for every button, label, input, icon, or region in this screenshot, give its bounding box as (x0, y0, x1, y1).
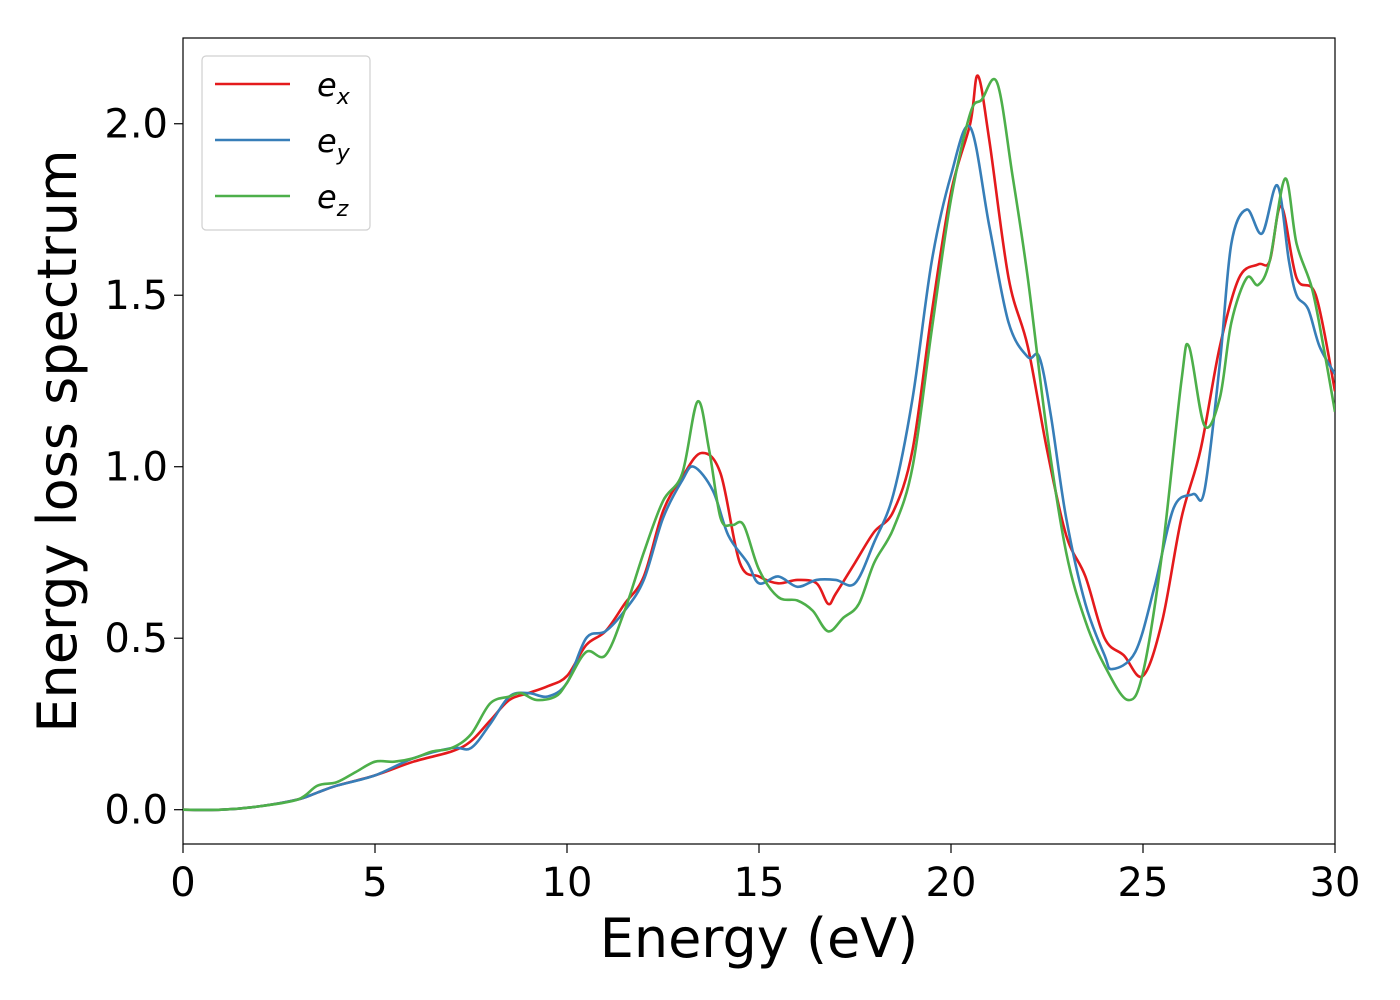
legend-label-ex: ex (317, 66, 351, 110)
x-tick-label: 30 (1310, 860, 1361, 906)
x-tick-label: 0 (170, 860, 195, 906)
y-tick-label: 1.0 (104, 445, 168, 491)
x-tick-label: 15 (734, 860, 785, 906)
y-tick-label: 0.5 (104, 616, 168, 662)
y-tick-label: 2.0 (104, 102, 168, 148)
legend-label-ey: ey (317, 122, 351, 166)
plot-area (182, 37, 1336, 845)
x-tick-label: 5 (362, 860, 387, 906)
y-axis-title: Energy loss spectrum (26, 149, 89, 732)
x-tick-label: 25 (1118, 860, 1169, 906)
series-line-ez (183, 77, 1335, 812)
series-line-ex (183, 74, 1335, 812)
x-axis-title: Energy (eV) (600, 907, 919, 970)
series-line-ey (183, 124, 1335, 812)
legend: ex ey ez (201, 55, 371, 231)
y-tick-label: 0.0 (104, 788, 168, 834)
x-tick-label: 20 (926, 860, 977, 906)
y-axis: 0.0 0.5 1.0 1.5 2.0 (104, 102, 183, 834)
x-axis: 0 5 10 15 20 25 30 (170, 844, 1360, 906)
x-tick-label: 10 (542, 860, 593, 906)
series-layer (183, 74, 1335, 812)
legend-frame (201, 55, 371, 231)
legend-label-ez: ez (317, 178, 349, 222)
plot-frame (182, 37, 1336, 845)
y-tick-label: 1.5 (104, 273, 168, 319)
